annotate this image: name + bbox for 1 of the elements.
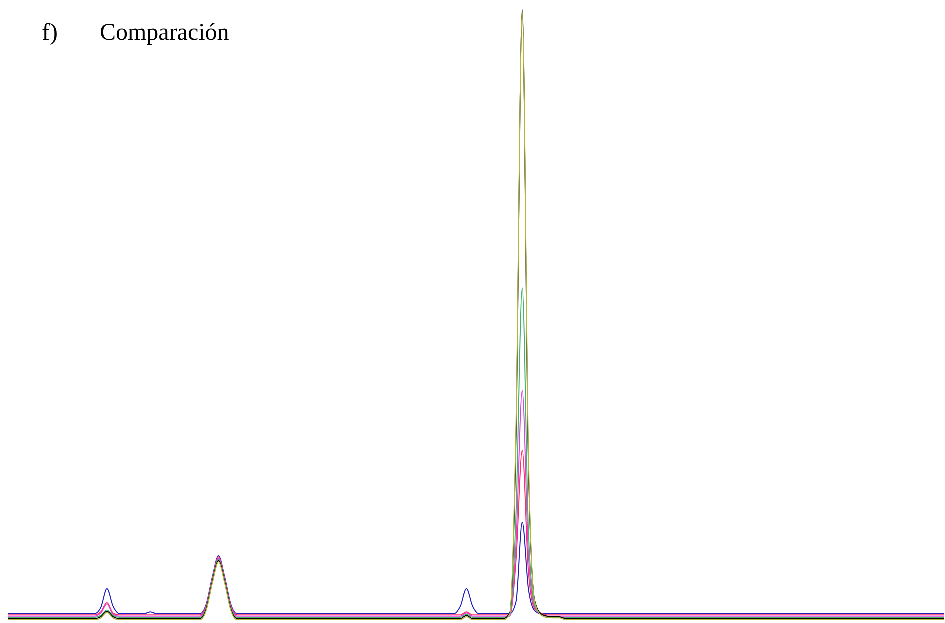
chart-title: f) Comparación bbox=[42, 20, 230, 46]
